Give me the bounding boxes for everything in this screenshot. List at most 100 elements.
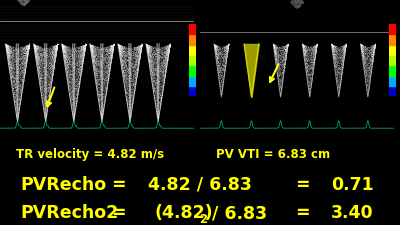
Point	[220, 63, 226, 67]
Point	[87, 44, 94, 47]
Point	[136, 52, 143, 56]
Point	[48, 78, 54, 82]
Point	[74, 59, 81, 62]
Point	[221, 56, 228, 60]
Point	[300, 45, 306, 48]
Point	[14, 112, 20, 115]
Point	[369, 47, 375, 51]
Point	[99, 109, 105, 113]
Point	[149, 80, 155, 83]
Point	[164, 59, 171, 62]
Point	[167, 43, 173, 47]
Point	[76, 80, 82, 84]
Point	[217, 83, 223, 87]
Point	[24, 58, 30, 61]
Point	[213, 48, 219, 52]
Point	[108, 44, 114, 48]
Point	[334, 68, 341, 72]
Point	[10, 49, 16, 52]
Point	[4, 50, 10, 54]
Point	[340, 45, 347, 49]
Point	[122, 65, 128, 68]
Point	[67, 93, 73, 97]
Point	[66, 93, 73, 97]
Point	[61, 50, 67, 54]
Point	[95, 66, 102, 70]
Point	[362, 58, 368, 62]
Point	[53, 48, 59, 52]
Point	[167, 43, 173, 47]
Point	[76, 63, 82, 67]
Point	[62, 45, 68, 49]
Point	[281, 61, 287, 65]
Point	[275, 59, 281, 63]
Point	[19, 0, 25, 1]
Point	[67, 86, 74, 90]
Point	[103, 71, 110, 75]
Point	[38, 80, 44, 83]
Point	[16, 71, 22, 75]
Point	[132, 78, 139, 82]
Point	[104, 66, 111, 70]
Point	[332, 61, 338, 64]
Point	[303, 50, 310, 53]
Point	[138, 46, 144, 50]
Point	[159, 64, 166, 68]
Point	[149, 78, 155, 81]
Point	[63, 55, 69, 58]
Point	[31, 45, 37, 48]
Point	[66, 53, 72, 57]
Point	[148, 72, 154, 76]
Point	[32, 47, 39, 50]
Point	[66, 88, 72, 91]
Point	[215, 51, 222, 55]
Point	[328, 44, 335, 48]
Point	[330, 50, 336, 53]
Point	[217, 69, 224, 72]
Point	[46, 90, 53, 94]
Point	[26, 46, 32, 50]
Point	[219, 55, 226, 58]
Point	[369, 52, 376, 56]
Point	[98, 77, 105, 81]
Point	[42, 114, 49, 117]
Point	[339, 68, 345, 71]
Point	[98, 50, 104, 53]
Point	[162, 55, 168, 58]
Point	[105, 68, 112, 71]
Point	[166, 45, 172, 48]
Point	[218, 55, 224, 59]
Point	[124, 96, 131, 99]
Point	[43, 111, 50, 115]
Point	[54, 44, 60, 47]
Point	[73, 85, 80, 89]
Point	[162, 54, 169, 58]
Point	[90, 61, 97, 65]
Point	[71, 91, 77, 95]
Point	[78, 72, 84, 76]
Point	[284, 43, 291, 47]
Point	[279, 63, 286, 67]
Point	[66, 82, 72, 86]
Point	[20, 66, 27, 70]
Point	[92, 57, 98, 61]
Point	[312, 44, 319, 48]
Point	[53, 48, 60, 51]
Point	[93, 66, 100, 70]
Point	[368, 50, 375, 53]
Point	[150, 55, 156, 59]
Point	[88, 45, 95, 48]
Point	[214, 60, 221, 64]
Point	[65, 47, 71, 50]
Point	[94, 64, 101, 68]
Point	[46, 66, 52, 69]
Point	[160, 65, 166, 68]
Point	[96, 56, 102, 59]
Point	[148, 55, 154, 59]
Point	[284, 46, 290, 50]
Point	[43, 91, 50, 95]
Point	[89, 52, 96, 55]
Point	[66, 71, 73, 75]
Point	[89, 44, 95, 48]
Point	[21, 73, 28, 77]
